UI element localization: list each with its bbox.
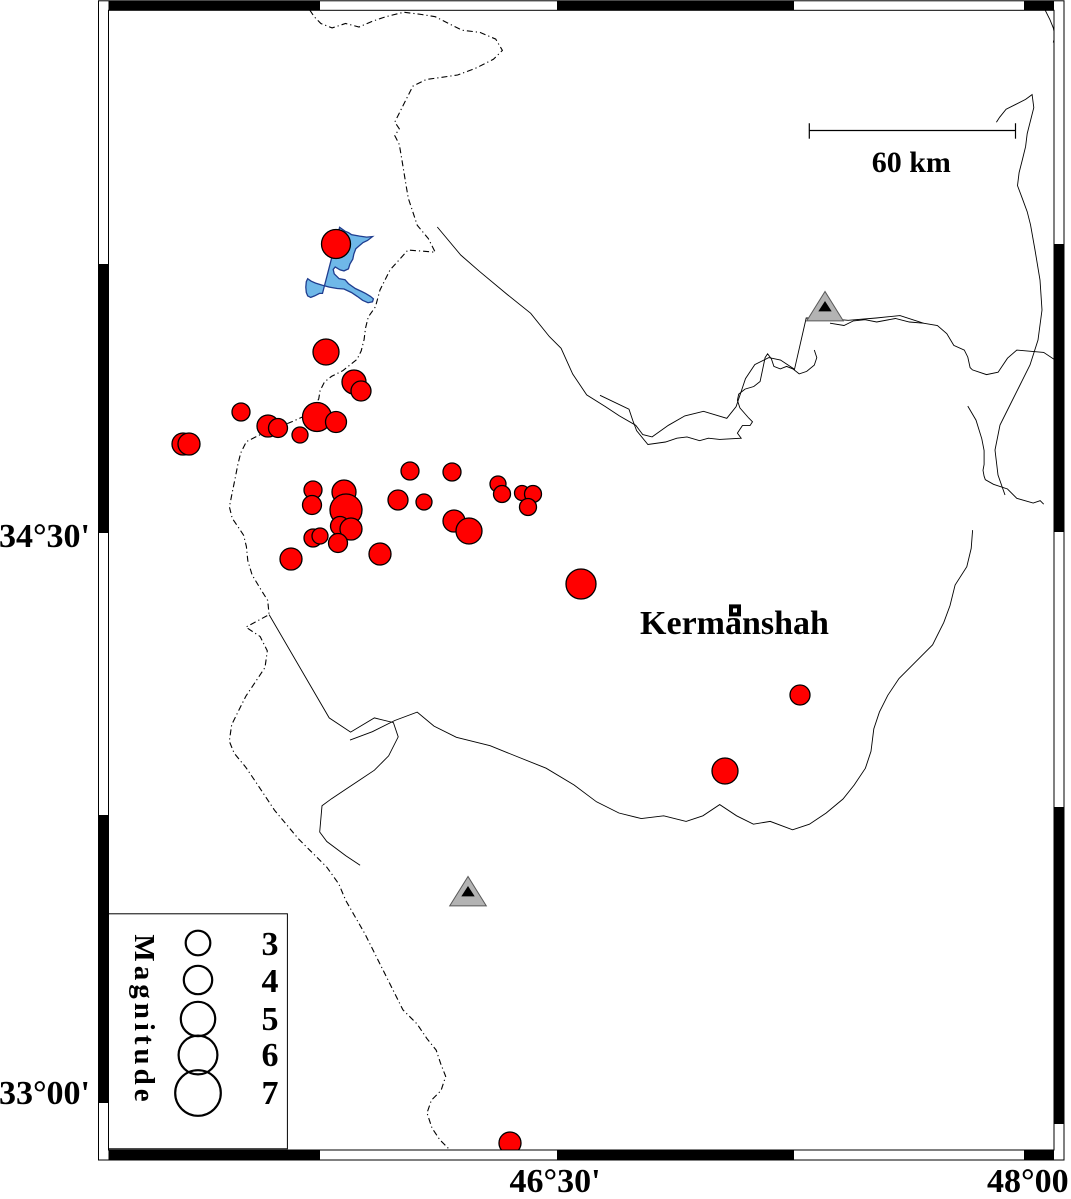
svg-text:3: 3: [262, 926, 279, 963]
svg-text:48°00': 48°00': [987, 1163, 1071, 1199]
svg-text:33°00': 33°00': [0, 1075, 90, 1112]
svg-text:7: 7: [262, 1075, 279, 1112]
svg-text:6: 6: [262, 1037, 279, 1074]
svg-text:4: 4: [262, 963, 279, 1000]
svg-text:Kermanshah: Kermanshah: [640, 605, 829, 642]
svg-text:5: 5: [262, 1001, 279, 1038]
svg-text:60 km: 60 km: [872, 146, 951, 179]
svg-text:Magnitude: Magnitude: [128, 934, 160, 1105]
svg-text:34°30': 34°30': [0, 518, 90, 555]
svg-text:46°30': 46°30': [509, 1163, 600, 1199]
